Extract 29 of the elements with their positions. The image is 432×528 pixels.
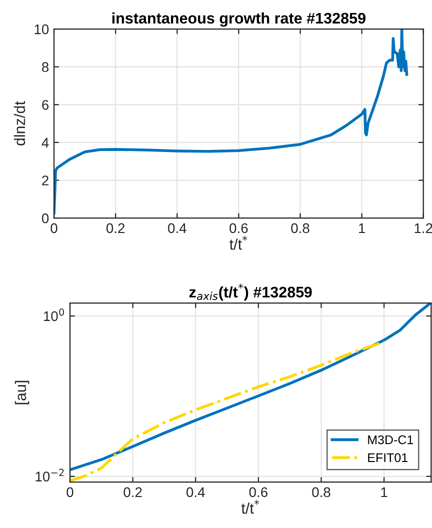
y-axis-title: dlnz/dt [14, 101, 26, 146]
x-tick-label: 1.2 [414, 223, 432, 233]
legend-label: EFIT01 [368, 453, 408, 462]
y-tick-label: 2 [42, 176, 48, 186]
x-tick-label: 0 [66, 487, 74, 498]
x-tick-label: 1 [358, 223, 365, 233]
y-tick-label: 10$^{−2}$ [36, 468, 64, 482]
x-tick-label: 0.6 [249, 487, 268, 498]
chart-title: instantaneous growth rate #132859 [112, 12, 366, 27]
x-tick-label: 1 [381, 487, 388, 497]
x-tick-label: 0.4 [186, 487, 205, 498]
y-tick-label: 4 [42, 138, 49, 148]
legend-label: M3D-C1 [368, 435, 414, 444]
x-axis-title: t/t$^{*}$ [241, 500, 260, 514]
x-tick-label: 0.2 [106, 223, 125, 234]
y-tick-label: 10 [34, 24, 49, 34]
x-axis-title: t/t$^{*}$ [230, 236, 248, 250]
x-tick-label: 0.6 [230, 223, 248, 234]
line-series [54, 29, 408, 215]
x-tick-label: 0.2 [124, 487, 142, 498]
y-tick-label: 0 [42, 213, 49, 224]
x-tick-label: 0.8 [291, 223, 310, 234]
y-tick-label: 10$^{0}$ [44, 308, 64, 322]
chart-title: z$_{axis}$(t/t$^{*}$) #132859 [189, 284, 312, 301]
y-tick-label: 6 [42, 100, 49, 110]
y-axis-title: [au] [14, 380, 30, 404]
y-tick-label: 8 [42, 62, 49, 72]
x-tick-label: 0.8 [312, 487, 330, 498]
x-tick-label: 0.4 [168, 223, 186, 234]
